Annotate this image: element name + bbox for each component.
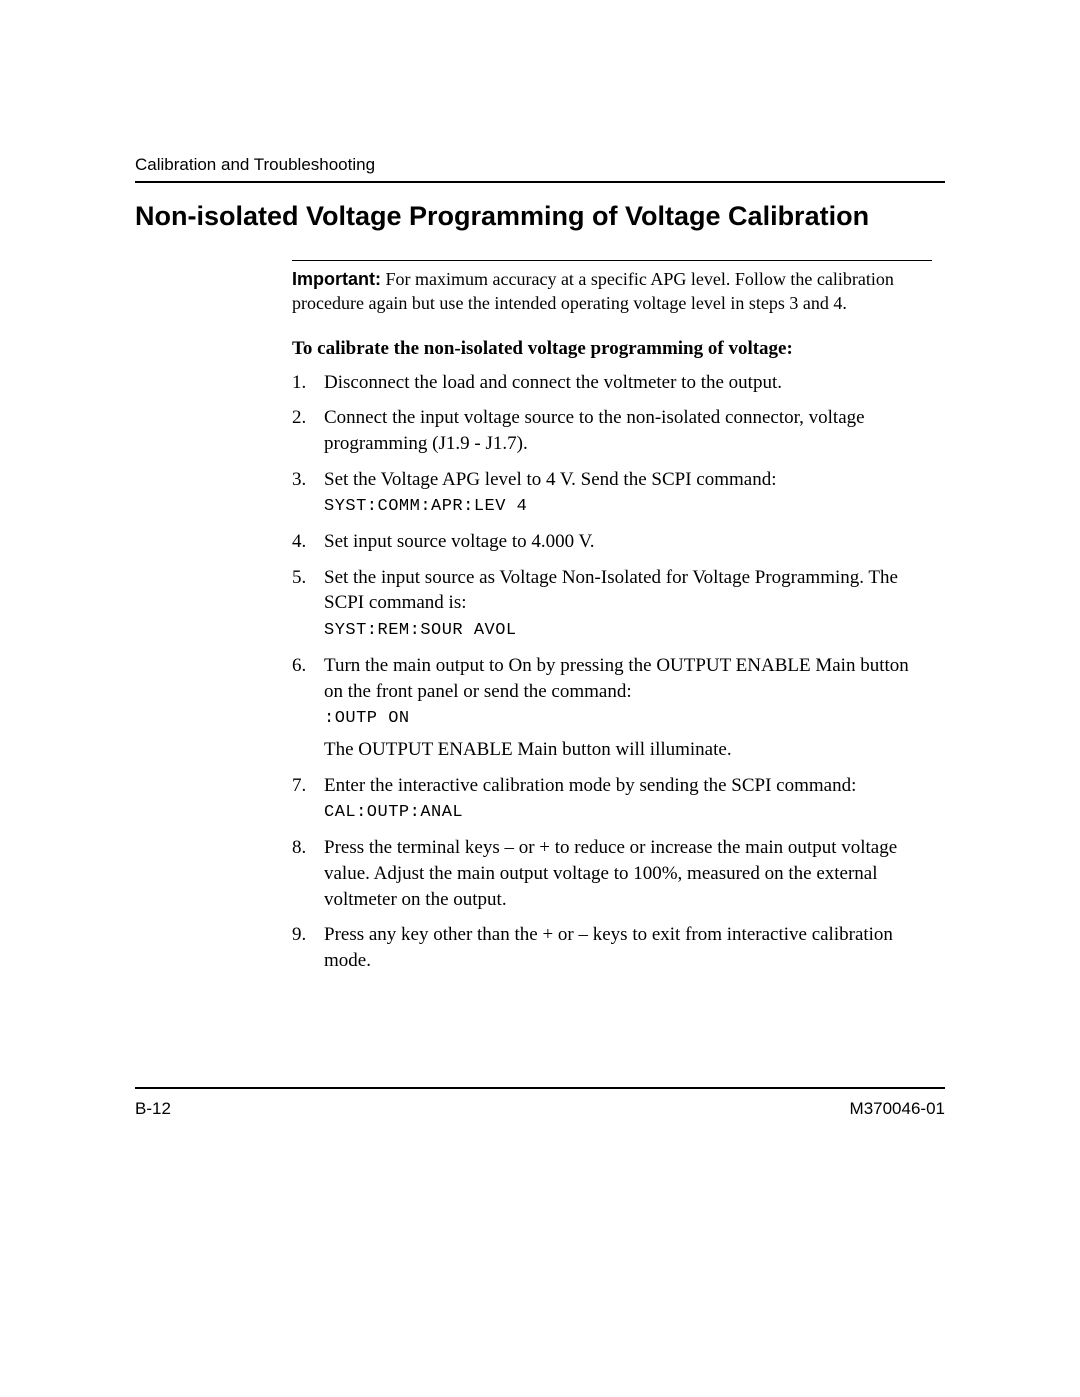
- important-rule: [292, 260, 932, 261]
- document-page: Calibration and Troubleshooting Non-isol…: [0, 0, 1080, 1397]
- header-rule: [135, 181, 945, 183]
- important-note: Important: For maximum accuracy at a spe…: [292, 267, 932, 316]
- footer-rule: [135, 1087, 945, 1089]
- page-footer: B-12 M370046-01: [135, 1087, 945, 1119]
- footer-row: B-12 M370046-01: [135, 1099, 945, 1119]
- step-text: Set input source voltage to 4.000 V.: [324, 531, 595, 552]
- code-line: SYST:REM:SOUR AVOL: [324, 620, 932, 643]
- step-text: Set the input source as Voltage Non-Isol…: [324, 567, 898, 614]
- step-text: Turn the main output to On by pressing t…: [324, 655, 909, 702]
- step: Set the Voltage APG level to 4 V. Send t…: [292, 467, 932, 520]
- important-text: For maximum accuracy at a specific APG l…: [292, 269, 894, 313]
- code-line: CAL:OUTP:ANAL: [324, 802, 932, 825]
- footer-page-number: B-12: [135, 1099, 171, 1119]
- running-head: Calibration and Troubleshooting: [135, 155, 945, 175]
- step: Press the terminal keys – or + to reduce…: [292, 835, 932, 912]
- code-line: :OUTP ON: [324, 708, 932, 731]
- procedure-heading: To calibrate the non-isolated voltage pr…: [292, 338, 932, 360]
- step-text: Disconnect the load and connect the volt…: [324, 372, 782, 393]
- step-text: Press the terminal keys – or + to reduce…: [324, 837, 897, 909]
- footer-doc-number: M370046-01: [850, 1099, 945, 1119]
- step: Press any key other than the + or – keys…: [292, 922, 932, 973]
- important-label: Important:: [292, 269, 381, 289]
- step-after-text: The OUTPUT ENABLE Main button will illum…: [324, 737, 932, 763]
- procedure-steps: Disconnect the load and connect the volt…: [292, 370, 932, 974]
- step: Set the input source as Voltage Non-Isol…: [292, 565, 932, 643]
- page-title: Non-isolated Voltage Programming of Volt…: [135, 201, 945, 232]
- step-text: Connect the input voltage source to the …: [324, 407, 865, 454]
- step: Connect the input voltage source to the …: [292, 405, 932, 456]
- step: Turn the main output to On by pressing t…: [292, 653, 932, 763]
- step-text: Press any key other than the + or – keys…: [324, 924, 893, 971]
- code-line: SYST:COMM:APR:LEV 4: [324, 496, 932, 519]
- step: Set input source voltage to 4.000 V.: [292, 529, 932, 555]
- step-text: Enter the interactive calibration mode b…: [324, 775, 856, 796]
- body-column: Important: For maximum accuracy at a spe…: [292, 260, 932, 974]
- step: Enter the interactive calibration mode b…: [292, 773, 932, 826]
- step-text: Set the Voltage APG level to 4 V. Send t…: [324, 469, 776, 490]
- step: Disconnect the load and connect the volt…: [292, 370, 932, 396]
